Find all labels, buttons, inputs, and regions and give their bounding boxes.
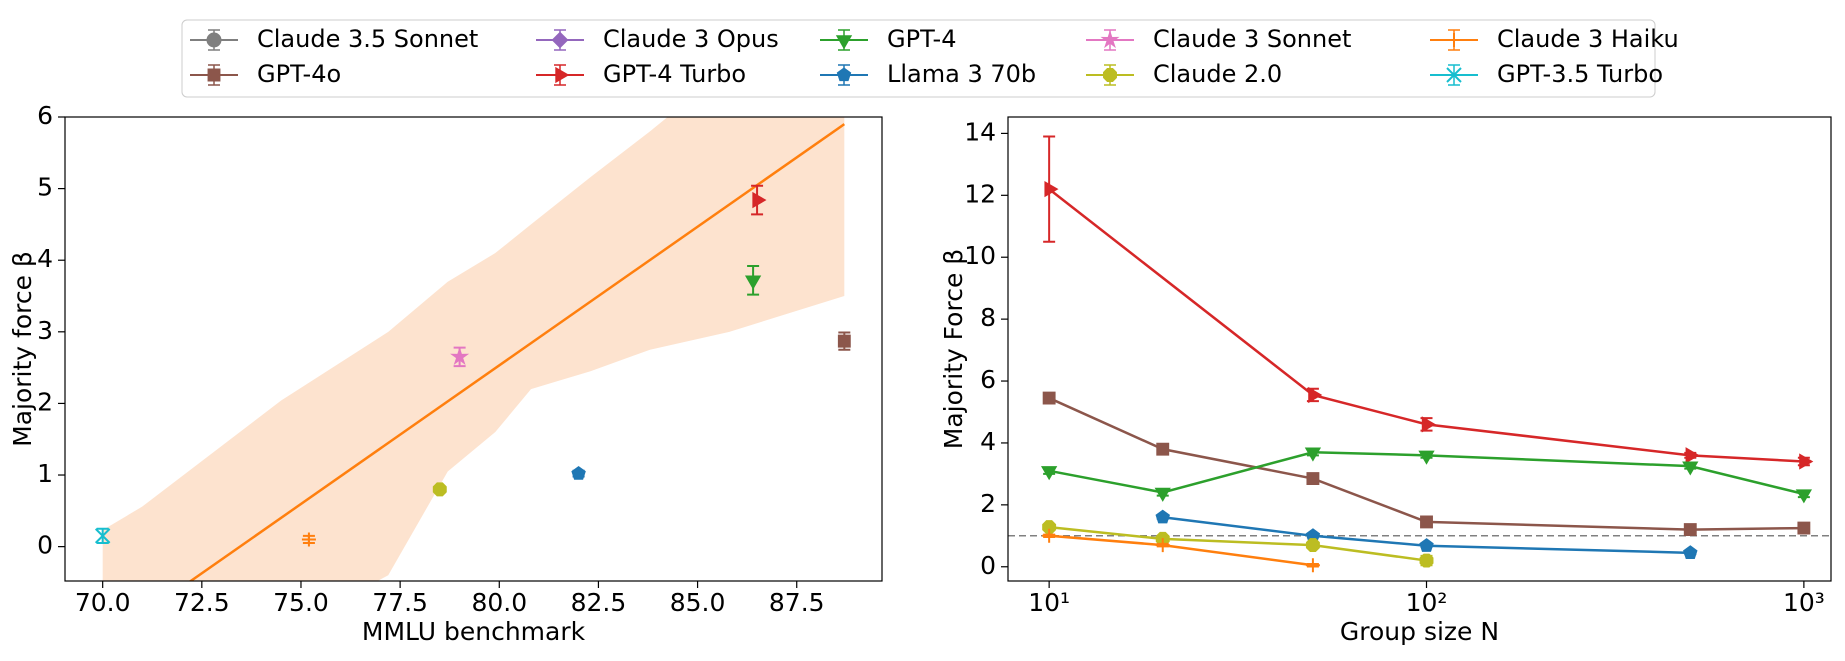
series-line xyxy=(1048,396,1804,531)
x-tick-label: 72.5 xyxy=(174,588,230,617)
data-point xyxy=(301,532,316,547)
legend-marker xyxy=(206,32,222,48)
legend-marker xyxy=(1446,67,1462,83)
x-tick-label: 10² xyxy=(1406,588,1448,617)
y-tick-label: 1 xyxy=(37,459,53,488)
x-tick-label: 82.5 xyxy=(571,588,627,617)
data-point xyxy=(1682,461,1699,476)
y-tick-label: 6 xyxy=(37,101,53,130)
data-point xyxy=(1683,545,1698,559)
x-tick-label: 77.5 xyxy=(372,588,428,617)
x-tick-label: 87.5 xyxy=(769,588,825,617)
data-point xyxy=(1419,538,1434,552)
legend-label: Claude 3 Haiku xyxy=(1497,25,1679,53)
data-point xyxy=(1042,391,1056,405)
y-tick-label: 14 xyxy=(964,117,996,146)
series-line xyxy=(1048,450,1805,496)
legend-label: Claude 3 Opus xyxy=(603,25,779,53)
legend-marker xyxy=(555,66,570,84)
data-point xyxy=(450,346,470,366)
y-tick-label: 2 xyxy=(37,387,53,416)
axes-frame xyxy=(1007,116,1832,582)
legend-marker xyxy=(836,67,852,82)
plot-area xyxy=(1008,188,1831,567)
legend-label: Claude 3 Sonnet xyxy=(1153,25,1351,53)
data-point xyxy=(1156,442,1170,456)
y-tick-label: 5 xyxy=(37,173,53,202)
legend-label: GPT-4 Turbo xyxy=(603,60,746,88)
x-tick-label: 75.0 xyxy=(273,588,329,617)
data-point xyxy=(1420,515,1433,529)
data-point xyxy=(1683,523,1697,537)
x-axis-label: MMLU benchmark xyxy=(362,617,586,646)
y-tick-label: 8 xyxy=(980,303,996,332)
legend-marker xyxy=(1447,33,1461,47)
legend-marker xyxy=(207,68,221,82)
legend: Claude 3.5 Sonnet GPT-4o Claude 3 Opus GPT-… xyxy=(190,25,1679,88)
legend-label: GPT-4 xyxy=(887,25,956,53)
data-point xyxy=(1795,489,1813,504)
data-point xyxy=(1419,553,1434,568)
data-point xyxy=(571,465,586,480)
y-tick-label: 2 xyxy=(980,489,996,518)
data-point xyxy=(1418,450,1435,465)
confidence-band xyxy=(102,117,845,581)
data-point xyxy=(1306,472,1320,485)
series-line xyxy=(1162,515,1691,555)
data-point xyxy=(1305,558,1320,573)
data-point xyxy=(1797,521,1811,535)
data-point xyxy=(1304,447,1322,462)
x-tick-label: 85.0 xyxy=(670,588,726,617)
x-axis-label: Group size N xyxy=(1340,617,1499,646)
fit-line xyxy=(188,123,846,581)
axes-frame xyxy=(64,116,883,582)
x-tick-label: 80.0 xyxy=(471,588,527,617)
data-point xyxy=(1154,487,1171,502)
y-axis-label: Majority Force β xyxy=(939,249,968,449)
x-tick-label: 10³ xyxy=(1783,588,1825,617)
data-point xyxy=(1041,466,1058,481)
y-tick-label: 12 xyxy=(964,179,996,208)
legend-label: Claude 2.0 xyxy=(1153,60,1282,88)
legend-label: GPT-4o xyxy=(257,60,341,88)
series-line xyxy=(1049,525,1427,562)
legend-label: GPT-3.5 Turbo xyxy=(1497,60,1663,88)
data-point xyxy=(1308,386,1323,404)
legend-marker xyxy=(835,35,853,50)
y-tick-label: 0 xyxy=(37,531,53,560)
data-point xyxy=(1042,528,1057,543)
y-tick-label: 10 xyxy=(964,241,996,270)
data-point xyxy=(432,482,447,497)
y-axis-label: Majority force β xyxy=(8,251,37,447)
data-point xyxy=(1305,538,1320,553)
data-point xyxy=(744,275,762,290)
legend-label: Llama 3 70b xyxy=(887,60,1036,88)
legend-marker xyxy=(1103,68,1117,82)
legend-marker xyxy=(1100,29,1120,49)
data-point xyxy=(837,334,851,348)
data-point xyxy=(1155,538,1170,553)
data-point xyxy=(94,528,111,544)
plot-area xyxy=(102,117,846,581)
y-tick-label: 4 xyxy=(980,427,996,456)
data-point xyxy=(1044,180,1059,198)
y-tick-label: 3 xyxy=(37,316,53,345)
data-point xyxy=(1421,416,1436,433)
data-point xyxy=(1685,447,1700,464)
y-tick-label: 4 xyxy=(37,244,53,273)
y-tick-label: 0 xyxy=(980,551,996,580)
data-point xyxy=(1799,453,1814,470)
legend-label: Claude 3.5 Sonnet xyxy=(257,25,478,53)
x-tick-label: 10¹ xyxy=(1028,588,1070,617)
x-tick-label: 70.0 xyxy=(75,588,131,617)
data-point xyxy=(1155,509,1170,524)
y-tick-label: 6 xyxy=(980,365,996,394)
data-point xyxy=(752,191,767,209)
legend-marker xyxy=(551,31,569,49)
